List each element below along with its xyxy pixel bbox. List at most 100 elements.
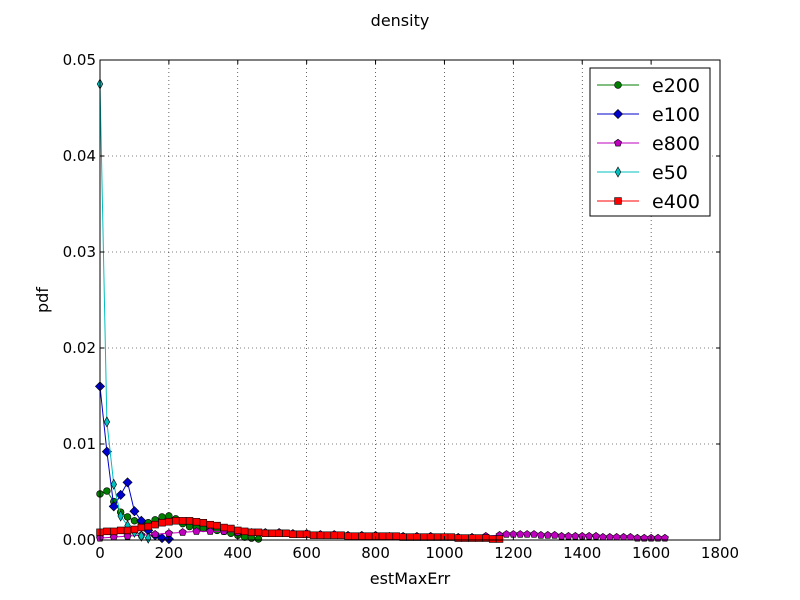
y-axis-label: pdf: [33, 287, 52, 313]
data-point-e400: [254, 528, 263, 537]
x-tick-label: 400: [223, 544, 252, 562]
data-point-e200: [123, 513, 132, 521]
data-point-e800: [654, 533, 662, 542]
y-tick-label: 0.01: [63, 435, 96, 453]
data-point-e800: [151, 530, 160, 538]
legend: e200 e100 e800 e50 e400: [589, 67, 711, 217]
series-line-e50: [99, 83, 149, 539]
data-point-e400: [433, 533, 442, 541]
data-point-e800: [516, 530, 525, 538]
legend-label: e100: [652, 104, 700, 126]
data-point-e400: [192, 518, 201, 526]
data-point-e800: [626, 532, 635, 541]
data-point-e800: [543, 531, 552, 539]
legend-marker: [614, 138, 622, 147]
legend-label: e400: [652, 191, 700, 213]
data-point-e400: [330, 531, 338, 539]
legend-box: [589, 67, 711, 217]
data-point-e100: [129, 506, 140, 517]
data-point-e400: [158, 519, 166, 527]
data-point-e400: [351, 532, 359, 540]
data-point-e400: [199, 519, 208, 527]
data-point-e400: [399, 533, 407, 541]
data-point-e400: [165, 518, 173, 526]
data-point-e400: [268, 529, 276, 537]
x-tick-label: 1600: [632, 544, 670, 562]
data-point-e400: [344, 532, 352, 540]
data-point-e400: [137, 523, 146, 532]
data-point-e400: [364, 532, 373, 540]
data-point-e400: [144, 522, 152, 531]
data-point-e400: [337, 531, 345, 539]
data-point-e100: [122, 477, 133, 488]
series-e50: [96, 78, 152, 544]
data-point-e800: [523, 530, 532, 538]
data-point-e800: [557, 531, 566, 540]
data-point-e800: [633, 533, 642, 542]
data-point-e50: [117, 510, 124, 522]
data-point-e800: [206, 527, 215, 535]
data-point-e800: [571, 531, 580, 540]
plot-frame: [99, 59, 721, 541]
data-point-e400: [247, 528, 256, 537]
x-tick-label: 200: [155, 544, 184, 562]
x-axis-label: estMaxErr: [370, 569, 451, 588]
data-point-e400: [178, 517, 187, 525]
data-point-e50: [145, 532, 152, 544]
data-point-e400: [261, 529, 270, 537]
x-tick-label: 0: [95, 544, 105, 562]
data-point-e200: [254, 535, 263, 543]
data-point-e800: [164, 529, 173, 537]
data-point-e100: [108, 501, 119, 512]
legend-item-e200: e200: [597, 75, 700, 97]
y-tick-label: 0.04: [63, 147, 96, 165]
data-point-e800: [619, 532, 628, 541]
data-point-e400: [426, 533, 435, 541]
data-point-e400: [406, 533, 414, 541]
x-tick-label: 1200: [494, 544, 532, 562]
data-point-e400: [227, 524, 235, 533]
data-point-e100: [115, 489, 126, 500]
data-point-e400: [185, 517, 194, 525]
data-point-e400: [110, 527, 118, 536]
data-point-e800: [660, 533, 669, 542]
data-point-e50: [103, 416, 111, 428]
x-tick-label: 1000: [425, 544, 463, 562]
data-point-e800: [598, 532, 607, 541]
data-point-e800: [530, 530, 538, 538]
data-point-e400: [275, 529, 283, 537]
data-point-e800: [564, 531, 573, 540]
legend-item-e100: e100: [597, 104, 700, 126]
data-point-e800: [592, 531, 600, 540]
legend-label: e50: [652, 162, 688, 184]
data-point-e400: [413, 533, 421, 541]
data-point-e400: [488, 535, 497, 543]
series-layer: [94, 78, 669, 545]
data-point-e800: [612, 532, 621, 541]
data-point-e800: [550, 531, 559, 539]
data-point-e800: [178, 528, 187, 536]
legend-item-e800: e800: [597, 133, 700, 155]
data-point-e400: [151, 520, 159, 529]
y-tick-label: 0.03: [63, 243, 96, 261]
legend-item-e50: e50: [597, 162, 688, 184]
y-tick-label: 0.00: [63, 531, 96, 549]
data-point-e400: [206, 520, 214, 529]
legend-marker: [612, 108, 624, 120]
data-point-e400: [296, 530, 304, 538]
data-point-e200: [103, 487, 111, 495]
data-point-e50: [110, 478, 117, 490]
legend-label: e200: [652, 75, 700, 97]
data-point-e400: [172, 517, 180, 525]
data-point-e50: [138, 530, 145, 542]
axis-ticks: 0 200 400 600 800 1000 1200 1400 1600 1800 0.00 0.0…: [63, 51, 740, 562]
data-point-e400: [282, 529, 290, 537]
data-point-e800: [605, 532, 614, 541]
x-tick-label: 1400: [563, 544, 601, 562]
chart-title: density: [371, 11, 430, 30]
y-tick-label: 0.05: [63, 51, 96, 69]
series-e400: [96, 517, 504, 543]
data-point-e400: [289, 530, 297, 538]
data-point-e400: [420, 533, 428, 541]
